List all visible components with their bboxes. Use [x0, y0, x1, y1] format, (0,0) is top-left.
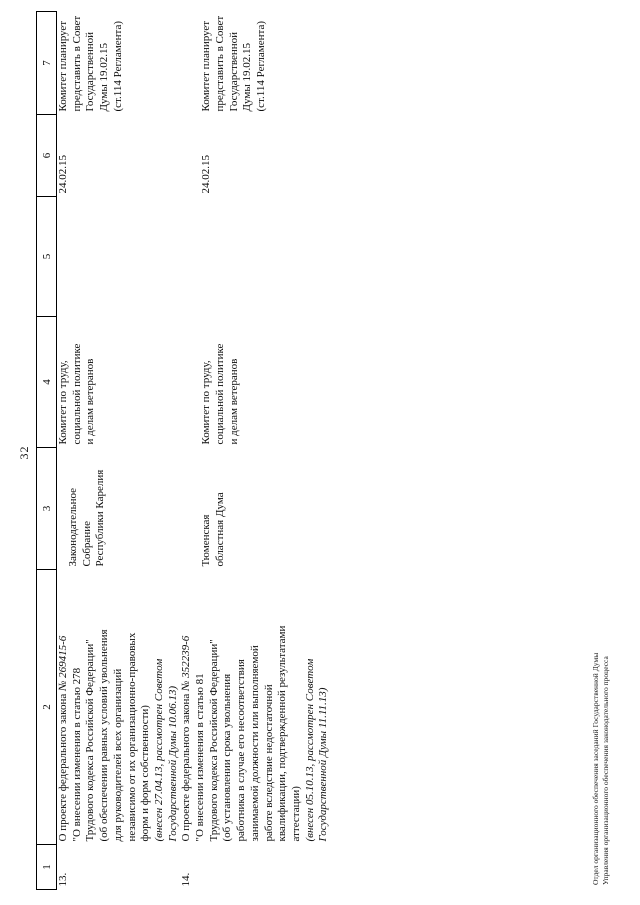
plain-run: аттестации): [289, 786, 302, 842]
italic-run: № 269415-6: [57, 635, 69, 692]
cell-plan: Комитет планирует представить в Совет Госу…: [180, 12, 331, 115]
text-line: (об установлении срока увольнения: [221, 573, 235, 842]
text-line: О проекте федерального закона № 269415-6: [57, 573, 71, 842]
cell-bill-description: О проекте федерального закона № 269415-6…: [57, 570, 181, 845]
column-header: 7: [36, 11, 57, 115]
text-line: Тюменская: [200, 514, 213, 567]
text-line: областная Дума: [214, 492, 227, 567]
text-line: Думы 19.02.15: [241, 43, 254, 112]
italic-run: (внесен 27.04.13, рассмотрен Советом: [152, 658, 165, 842]
text-line: Государственной Думы 10.06.13): [167, 573, 181, 842]
cell-plan: Комитет планирует представить в Совет Госу…: [57, 12, 181, 115]
italic-run: Государственной Думы 11.11.13): [317, 687, 330, 842]
text-line: занимаемой должности или выполняемой: [248, 573, 263, 842]
text-line: работника в случае его несоответствия: [235, 573, 249, 842]
text-line: аттестации): [289, 573, 304, 842]
text-line: представить в Совет: [214, 15, 227, 112]
text-line: Комитет по труду,: [57, 360, 69, 445]
text-line: Трудового кодекса Российской Федерации": [84, 573, 98, 842]
plain-run: (об обеспечении равных условий увольнени…: [98, 629, 111, 842]
text-line: Государственной Думы 11.11.13): [317, 573, 331, 842]
cell-date: 24.02.15: [57, 155, 69, 194]
text-line: "О внесении изменения в статью 278: [71, 573, 85, 842]
text-line: Думы 19.02.15: [98, 43, 111, 112]
text-line: работе вследствие недостаточной: [262, 573, 277, 842]
italic-run: (внесен 05.10.13, рассмотрен Советом: [303, 658, 316, 842]
italic-run: Государственной Думы 10.06.13): [166, 685, 179, 842]
text-line: (ст.114 Регламента): [255, 20, 268, 112]
text-line: (об обеспечении равных условий увольнени…: [98, 573, 112, 842]
page-number: 32: [17, 445, 31, 460]
cell-empty: [57, 197, 181, 317]
text-line: социальной политике: [70, 343, 83, 445]
cell-date: 24.02.15: [200, 155, 213, 194]
cell-row-number: 14.: [180, 872, 193, 887]
text-line: Государственной: [84, 31, 97, 112]
plain-run: Трудового кодекса Российской Федерации": [84, 639, 97, 842]
page-footer: Отдел организационного обеспечения засед…: [591, 653, 611, 885]
cell-initiator: Законодательное Собрание Республики Карели…: [57, 448, 181, 570]
text-line: Комитет планирует: [200, 20, 213, 112]
plain-run: работе вследствие недостаточной: [262, 684, 275, 842]
text-line: (внесен 05.10.13, рассмотрен Советом: [304, 573, 318, 842]
text-line: Собрание: [80, 521, 93, 567]
footer-line: Отдел организационного обеспечения засед…: [591, 652, 600, 885]
plain-run: независимо от их организационно-правовых: [125, 632, 138, 842]
text-line: Комитет по труду,: [200, 360, 213, 445]
text-line: для руководителей всех организаций: [112, 573, 126, 842]
column-header: 2: [36, 569, 57, 845]
text-line: квалификации, подтвержденной результатам…: [276, 573, 290, 842]
column-header: 5: [36, 196, 57, 317]
plain-run: О проекте федерального закона: [57, 691, 69, 842]
text-line: "О внесении изменения в статью 81: [194, 573, 208, 842]
text-line: и делам ветеранов: [227, 358, 240, 445]
cell-initiator: Тюменская областная Дума: [180, 448, 331, 570]
plain-run: для руководителей всех организаций: [111, 668, 124, 842]
text-line: Государственной: [227, 31, 240, 112]
footer-line: Управления организационного обеспечения …: [601, 656, 610, 885]
plain-run: (об установлении срока увольнения: [221, 673, 234, 842]
column-header: 3: [36, 447, 57, 570]
text-line: форм и форм собственности): [139, 573, 153, 842]
plain-run: Трудового кодекса Российской Федерации": [207, 639, 220, 842]
text-line: и делам ветеранов: [84, 358, 97, 445]
text-line: Республики Карелия: [94, 469, 107, 567]
plain-run: занимаемой должности или выполняемой: [248, 645, 261, 842]
column-header: 4: [36, 316, 57, 448]
cell-bill-description: О проекте федерального закона № 352239-6…: [180, 570, 331, 845]
cell-row-number: 13.: [57, 872, 69, 887]
text-line: О проекте федерального закона № 352239-6: [180, 573, 194, 842]
text-line: (внесен 27.04.13, рассмотрен Советом: [153, 573, 167, 842]
table-row-13: 13. О проекте федерального закона № 26941…: [57, 12, 181, 890]
text-line: Законодательное: [67, 487, 79, 567]
text-line: социальной политике: [214, 343, 227, 445]
text-line: представить в Совет: [70, 15, 83, 112]
cell-committee: Комитет по труду, социальной политике и де…: [57, 317, 181, 448]
column-header: 6: [36, 114, 57, 197]
text-line: Трудового кодекса Российской Федерации": [207, 573, 222, 842]
plain-run: "О внесении изменения в статью 81: [194, 673, 207, 842]
table-row-14: 14. О проекте федерального закона № 35223…: [180, 12, 331, 890]
cell-empty: [180, 197, 331, 317]
plain-run: "О внесении изменения в статью 278: [70, 667, 83, 842]
italic-run: № 352239-6: [180, 635, 193, 692]
text-line: Комитет планирует: [57, 20, 69, 112]
text-line: (ст.114 Регламента): [111, 20, 124, 112]
cell-committee: Комитет по труду, социальной политике и де…: [180, 317, 331, 448]
text-line: независимо от их организационно-правовых: [126, 573, 140, 842]
plain-run: форм и форм собственности): [139, 705, 152, 842]
plain-run: работника в случае его несоответствия: [235, 659, 248, 842]
column-header: 1: [36, 844, 57, 890]
plain-run: квалификации, подтвержденной результатам…: [276, 625, 289, 842]
plain-run: О проекте федерального закона: [180, 691, 193, 842]
